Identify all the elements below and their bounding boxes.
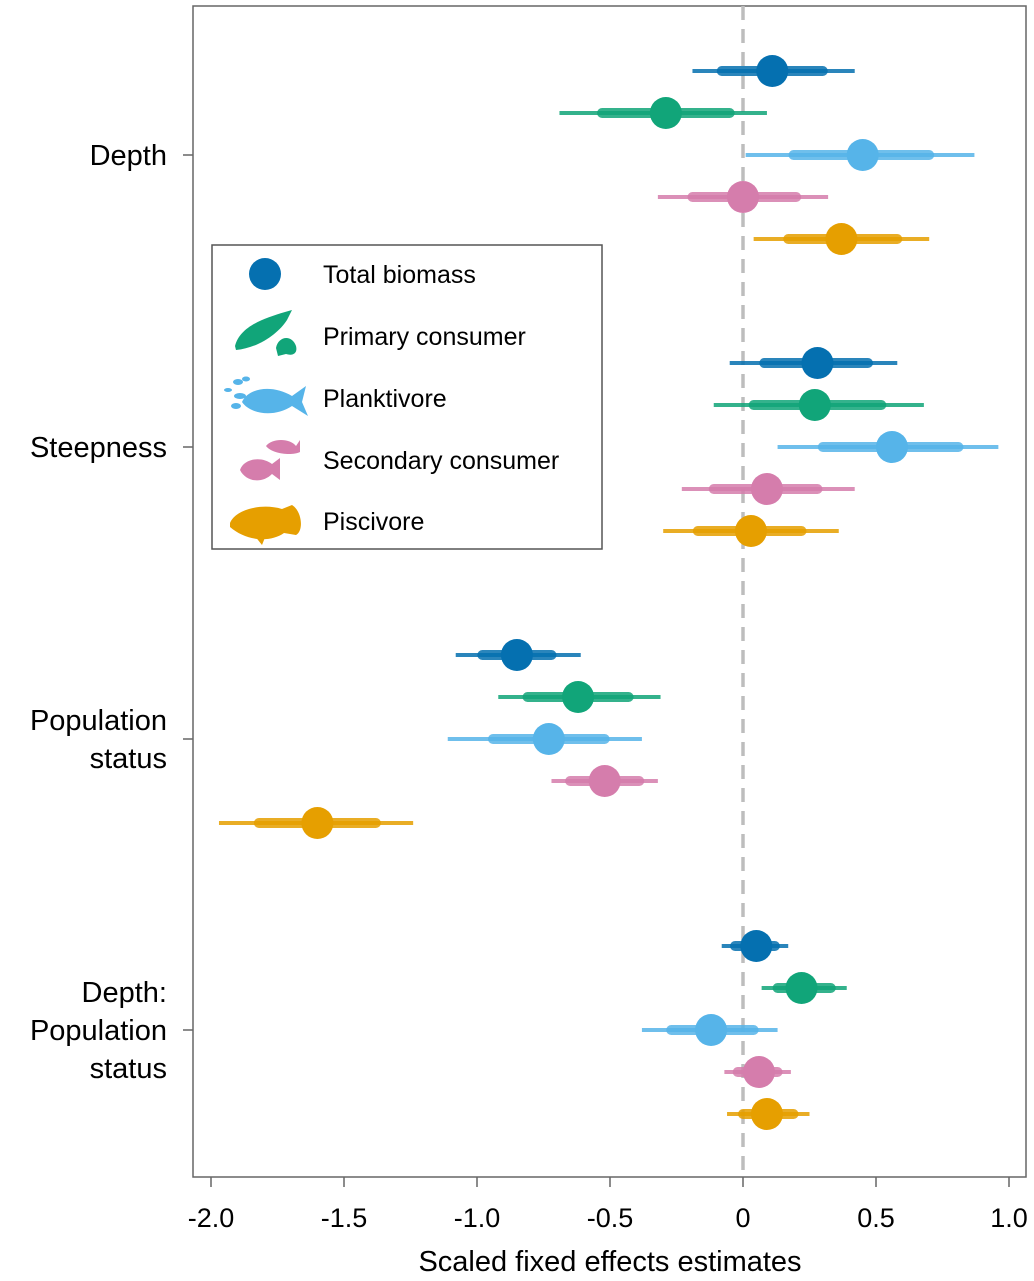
- estimate-point: [500, 639, 533, 671]
- wrasse-silhouette-icon: [240, 440, 300, 481]
- legend-entry-label: Secondary consumer: [323, 447, 559, 475]
- estimate-point: [695, 1014, 728, 1046]
- estimate-point: [742, 1056, 775, 1088]
- legend: Total biomass Primary consumer Planktivore…: [211, 244, 603, 550]
- y-group-label: Population: [30, 705, 167, 737]
- estimate-point: [532, 723, 565, 755]
- x-axis-title: Scaled fixed effects estimates: [418, 1246, 801, 1276]
- estimate-point: [825, 223, 858, 255]
- estimate-point: [734, 515, 767, 547]
- legend-entry-label: Planktivore: [323, 385, 447, 413]
- estimate-point: [301, 807, 334, 839]
- x-tick-label: -2.0: [188, 1203, 235, 1233]
- x-tick-label: 0: [735, 1203, 750, 1233]
- x-tick-label: -1.0: [454, 1203, 501, 1233]
- estimate-point: [750, 473, 783, 505]
- y-group-label: Steepness: [30, 432, 167, 464]
- estimate-point: [756, 55, 789, 87]
- estimate-point: [875, 431, 908, 463]
- y-group-label: status: [90, 743, 167, 775]
- y-group-label: Depth: [90, 140, 167, 172]
- circle-marker-icon: [249, 258, 281, 290]
- estimate-point: [588, 765, 621, 797]
- estimate-point: [727, 181, 759, 213]
- x-tick-label: 0.5: [857, 1203, 895, 1233]
- estimate-point: [750, 1098, 783, 1130]
- x-tick-label: -0.5: [587, 1203, 634, 1233]
- estimate-point: [798, 389, 831, 421]
- estimate-point: [785, 972, 818, 1004]
- estimate-point: [801, 347, 834, 379]
- estimate-point: [740, 930, 773, 962]
- x-tick-label: -1.5: [321, 1203, 368, 1233]
- y-group-label: status: [90, 1053, 167, 1085]
- estimate-point: [649, 97, 682, 129]
- planktivore-fish-silhouette-icon: [224, 376, 308, 416]
- y-group-label: Population: [30, 1015, 167, 1047]
- grouper-silhouette-icon: [230, 505, 301, 545]
- x-tick-label: 1.0: [990, 1203, 1028, 1233]
- legend-entry-label: Primary consumer: [323, 323, 526, 351]
- estimate-point: [846, 139, 879, 171]
- y-group-label: Depth:: [82, 977, 167, 1009]
- legend-entry-label: Piscivore: [323, 508, 424, 536]
- parrotfish-silhouette-icon: [235, 310, 297, 356]
- legend-entry-label: Total biomass: [323, 261, 476, 289]
- estimate-point: [562, 681, 595, 713]
- plot-frame: [192, 5, 1027, 1178]
